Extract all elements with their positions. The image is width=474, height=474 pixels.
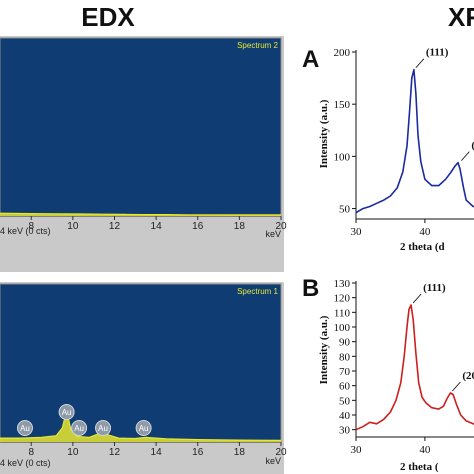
xrd-a-axes: 50 100 150 200 30 40	[334, 47, 474, 238]
edx-x-tick-label: 8	[28, 447, 34, 458]
xrd-y-tick-label: 110	[334, 307, 351, 319]
xrd-x-tick-label: 30	[351, 444, 363, 456]
xrd-y-tick-label: 50	[339, 395, 351, 407]
xrd-panel-b: B 30 40 50 60 70 80 90 100 110 120 130 30 40 Intensi…	[302, 275, 474, 473]
au-marker-circle	[58, 404, 75, 420]
edx-x-tick-label: 14	[151, 221, 163, 232]
xrd-b-y-axis-label: Intensity (a.u.)	[318, 315, 330, 384]
xrd-peak-leader-line	[460, 151, 470, 161]
edx-x-tick-label: 14	[151, 447, 163, 458]
au-element-marker: Au	[95, 420, 112, 436]
xrd-peak-label: (111)	[423, 282, 446, 294]
au-marker-label: Au	[98, 424, 108, 433]
xrd-a-x-axis-label: 2 theta (d	[400, 241, 445, 253]
au-marker-label: Au	[20, 424, 30, 433]
edx-heading: EDX	[81, 2, 135, 32]
edx-top-x-unit: keV	[265, 229, 281, 239]
xrd-y-tick-label: 70	[339, 366, 351, 378]
edx-x-tick-label: 16	[192, 221, 204, 232]
edx-x-tick-label: 12	[109, 221, 121, 232]
edx-x-tick-label: 18	[234, 447, 246, 458]
xrd-peak-label: (200)	[462, 370, 474, 382]
xrd-heading: XR	[448, 2, 474, 32]
au-element-marker: Au	[58, 404, 75, 420]
xrd-y-tick-label: 60	[339, 381, 351, 393]
xrd-y-tick-label: 40	[339, 410, 351, 422]
edx-x-tick-label: 12	[109, 447, 121, 458]
xrd-b-axes: 30 40 50 60 70 80 90 100 110 120 130 30 40	[334, 278, 474, 456]
edx-spectrum-line	[0, 212, 281, 216]
edx-top-spectrum-label: Spectrum 2	[237, 41, 278, 50]
xrd-y-tick-label: 90	[339, 337, 351, 349]
xrd-peak-leader-line	[452, 381, 461, 392]
xrd-pattern-line	[355, 304, 474, 431]
xrd-peak-leader-line	[415, 58, 425, 69]
edx-spectrum-line	[0, 410, 282, 441]
edx-top-cursor-readout: 4 keV (0 cts)	[0, 226, 51, 236]
edx-x-tick-label: 16	[192, 447, 204, 458]
xrd-peak-leader-line	[412, 293, 422, 304]
au-element-marker: Au	[135, 420, 152, 436]
edx-top-plot-area	[0, 37, 282, 217]
au-marker-circle	[16, 420, 33, 436]
edx-bottom-spectrum-label: Spectrum 1	[237, 287, 278, 296]
au-element-marker: Au	[16, 420, 33, 436]
au-marker-circle	[71, 420, 88, 436]
xrd-pattern-line	[355, 68, 474, 214]
edx-bottom-cursor-readout: 4 keV (0 cts)	[0, 458, 51, 468]
au-marker-label: Au	[139, 424, 149, 433]
xrd-y-tick-label: 30	[339, 425, 351, 437]
xrd-a-y-axis-label: Intensity (a.u.)	[318, 99, 330, 168]
xrd-b-panel-letter: B	[302, 275, 319, 302]
edx-x-tick-label: 10	[67, 447, 79, 458]
xrd-x-tick-label: 40	[419, 444, 431, 456]
xrd-y-tick-label: 130	[334, 278, 351, 290]
xrd-x-tick-label: 40	[419, 226, 431, 238]
edx-x-tick-label: 8	[28, 221, 34, 232]
xrd-a-panel-letter: A	[302, 46, 319, 73]
xrd-x-tick-label: 30	[351, 226, 363, 238]
edx-bottom-plot-area	[0, 283, 282, 443]
xrd-y-tick-label: 100	[334, 151, 351, 163]
xrd-b-x-axis-label: 2 theta (	[400, 461, 439, 473]
xrd-panel-a: A 50 100 150 200 30 40 Intensity (a.u.) 2 the…	[302, 46, 474, 253]
au-marker-label: Au	[74, 424, 84, 433]
au-marker-circle	[135, 420, 152, 436]
edx-bottom-x-unit: keV	[265, 456, 281, 466]
xrd-peak-label: (200)	[471, 140, 474, 152]
edx-spectrum-1-panel: Spectrum 1 8 10 12 14 16 18 20 4 keV (0 cts) k…	[0, 282, 287, 474]
edx-x-tick-label: 20	[275, 447, 287, 458]
xrd-peak-label: (111)	[426, 47, 449, 59]
xrd-y-tick-label: 80	[339, 351, 351, 363]
xrd-y-tick-label: 50	[339, 204, 351, 216]
edx-spectrum-2-panel: Spectrum 2 8 10 12 14 16 18 20 4 keV (0 cts) k…	[0, 36, 287, 272]
xrd-y-tick-label: 150	[334, 99, 351, 111]
xrd-y-tick-label: 120	[334, 293, 351, 305]
xrd-y-tick-label: 200	[334, 47, 351, 59]
edx-x-tick-label: 10	[67, 221, 79, 232]
edx-x-tick-label: 18	[234, 221, 246, 232]
au-marker-circle	[95, 420, 112, 436]
au-element-marker: Au	[71, 420, 88, 436]
au-marker-label: Au	[62, 408, 72, 417]
edx-x-tick-label: 20	[275, 221, 287, 232]
xrd-y-tick-label: 100	[334, 322, 351, 334]
edx-spectrum-fill	[0, 410, 281, 442]
